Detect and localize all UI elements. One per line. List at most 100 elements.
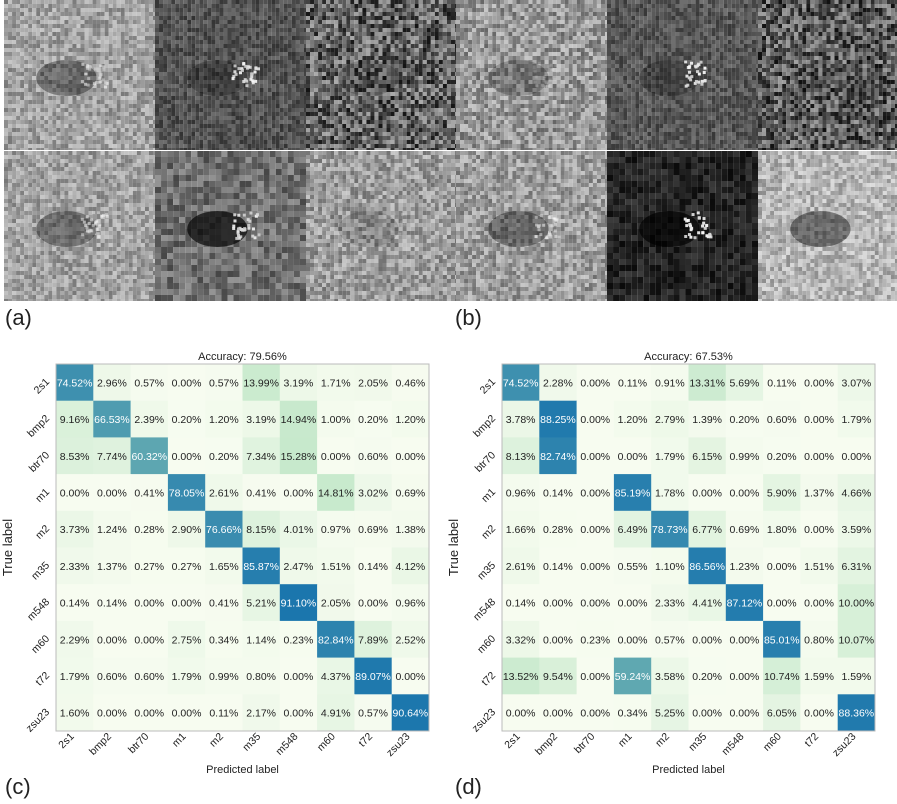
cm-cell-label-d-6-3: 0.00% (618, 598, 648, 610)
cm-cell-label-d-4-3: 6.49% (618, 524, 648, 536)
cm-cell-label-d-0-3: 0.11% (618, 377, 647, 389)
cm-cell-c-3-9 (391, 474, 430, 512)
cm-cell-label-d-2-4: 1.79% (655, 451, 685, 463)
y-tick-label-d-4: m2 (479, 523, 498, 542)
cm-cell-c-6-3 (167, 584, 206, 622)
cm-cell-label-d-4-2: 0.00% (580, 524, 610, 536)
cm-cell-label-c-5-4: 1.65% (209, 561, 239, 573)
cm-cell-label-d-1-6: 0.20% (730, 414, 760, 426)
cm-cell-label-c-4-8: 0.69% (358, 524, 388, 536)
cm-cell-d-0-3 (613, 364, 652, 402)
cm-cell-label-c-7-5: 1.14% (246, 634, 276, 646)
cm-cell-d-3-1 (539, 474, 578, 512)
cm-cell-label-d-2-2: 0.00% (580, 451, 610, 463)
cm-cell-label-c-8-9: 0.00% (395, 671, 425, 683)
confusion-matrix-c: Accuracy: 79.56% 74.52% 2.96% 0.57% 0.00% 0.5… (0, 348, 440, 776)
cm-cell-label-d-8-4: 3.58% (655, 671, 685, 683)
cm-cell-c-3-3 (167, 474, 206, 512)
cm-cell-label-c-9-1: 0.00% (97, 708, 127, 720)
cm-cell-c-2-7 (317, 437, 355, 475)
cm-cell-d-4-1 (539, 510, 578, 548)
cm-frame-d (501, 363, 876, 732)
chart-title-c: Accuracy: 79.56% (198, 351, 287, 363)
cm-cell-label-c-2-2: 60.32% (131, 451, 167, 463)
cm-cell-label-c-6-5: 5.21% (246, 598, 276, 610)
cm-cell-d-6-9 (837, 584, 876, 622)
cm-cell-d-6-4 (651, 584, 689, 622)
cm-cell-label-d-4-1: 0.28% (543, 524, 573, 536)
cm-cell-label-d-1-1: 88.25% (540, 414, 576, 426)
cm-cell-c-2-2 (130, 437, 169, 475)
cm-cell-label-c-8-8: 89.07% (355, 671, 391, 683)
cm-cell-d-7-8 (800, 620, 839, 659)
cm-cell-d-5-6 (725, 547, 764, 585)
cm-cell-c-5-0 (56, 547, 94, 585)
cm-cell-label-c-4-6: 4.01% (284, 524, 314, 536)
cm-cell-d-5-2 (576, 547, 615, 585)
cm-cell-label-c-9-7: 4.91% (321, 708, 351, 720)
cm-cell-d-1-3 (613, 400, 652, 438)
cm-cell-d-4-7 (763, 510, 801, 548)
cm-cell-label-c-6-9: 0.96% (395, 598, 425, 610)
cm-cell-c-5-5 (242, 547, 281, 585)
cm-cell-label-d-6-8: 0.00% (804, 598, 834, 610)
cm-cell-d-8-5 (688, 657, 727, 695)
cm-cell-d-6-0 (502, 584, 540, 622)
cm-cell-label-d-0-6: 5.69% (730, 377, 760, 389)
cm-cell-c-2-9 (391, 437, 430, 475)
cm-cell-label-c-3-4: 2.61% (209, 487, 239, 499)
cm-cell-label-d-6-9: 10.00% (839, 598, 875, 610)
cm-cell-label-c-0-8: 2.05% (358, 377, 388, 389)
cm-cell-d-7-5 (688, 620, 727, 659)
x-tick-label-d-7: m60 (761, 731, 784, 754)
cm-cell-label-c-4-3: 2.90% (172, 524, 202, 536)
cm-cell-label-d-9-1: 0.00% (543, 708, 573, 720)
cm-cell-c-3-1 (93, 474, 132, 512)
cm-cell-label-c-4-1: 1.24% (97, 524, 127, 536)
cm-cell-c-4-2 (130, 510, 169, 548)
cm-cell-label-d-7-6: 0.00% (730, 634, 760, 646)
cm-cell-d-3-6 (725, 474, 764, 512)
cm-cell-c-8-2 (130, 657, 169, 695)
cm-cell-label-c-2-9: 0.00% (395, 451, 425, 463)
cm-cell-label-c-5-0: 2.33% (60, 561, 90, 573)
cm-cell-label-c-4-4: 76.66% (206, 524, 242, 536)
cm-cell-d-9-2 (576, 694, 615, 732)
cm-cell-label-d-3-2: 0.00% (580, 487, 610, 499)
cm-cell-label-d-2-6: 0.99% (730, 451, 760, 463)
cm-cell-label-d-4-8: 0.00% (804, 524, 834, 536)
cm-cell-c-4-0 (56, 510, 94, 548)
cm-cell-d-7-1 (539, 620, 578, 659)
cm-cell-d-6-6 (725, 584, 764, 622)
cm-cell-label-d-5-3: 0.55% (618, 561, 648, 573)
cm-cell-label-c-5-9: 4.12% (395, 561, 425, 573)
cm-cell-c-2-8 (354, 437, 393, 475)
sar-image-b3-svg (758, 0, 897, 150)
cm-cell-c-5-6 (279, 547, 318, 585)
cm-cell-label-c-3-9: 0.69% (395, 487, 425, 499)
cm-cell-d-8-1 (539, 657, 578, 695)
cm-cell-c-6-4 (205, 584, 243, 622)
y-tick-label-c-9: zsu23 (24, 706, 52, 734)
cm-cell-c-7-1 (93, 620, 132, 659)
cm-cell-d-8-3 (613, 657, 652, 695)
cm-cell-c-2-1 (93, 437, 132, 475)
cm-cell-d-6-2 (576, 584, 615, 622)
cm-cell-d-9-6 (725, 694, 764, 732)
cm-cell-d-1-5 (688, 400, 727, 438)
cm-cell-d-4-5 (688, 510, 727, 548)
cm-cell-c-4-5 (242, 510, 281, 548)
cm-cell-label-d-8-6: 0.00% (730, 671, 760, 683)
cm-cell-label-d-2-5: 6.15% (692, 451, 722, 463)
cm-cell-c-1-8 (354, 400, 393, 438)
cm-cell-label-c-1-1: 66.53% (94, 414, 130, 426)
cm-cell-label-d-6-0: 0.14% (506, 598, 536, 610)
y-axis-label-c: True label (0, 519, 15, 576)
cm-cell-c-2-3 (167, 437, 206, 475)
cm-cell-c-4-7 (317, 510, 355, 548)
cm-cell-d-5-8 (800, 547, 839, 585)
cm-cell-label-d-9-3: 0.34% (618, 708, 648, 720)
cm-cell-c-2-4 (205, 437, 243, 475)
cm-cell-label-c-2-3: 0.00% (172, 451, 202, 463)
cm-cell-c-7-3 (167, 620, 206, 659)
